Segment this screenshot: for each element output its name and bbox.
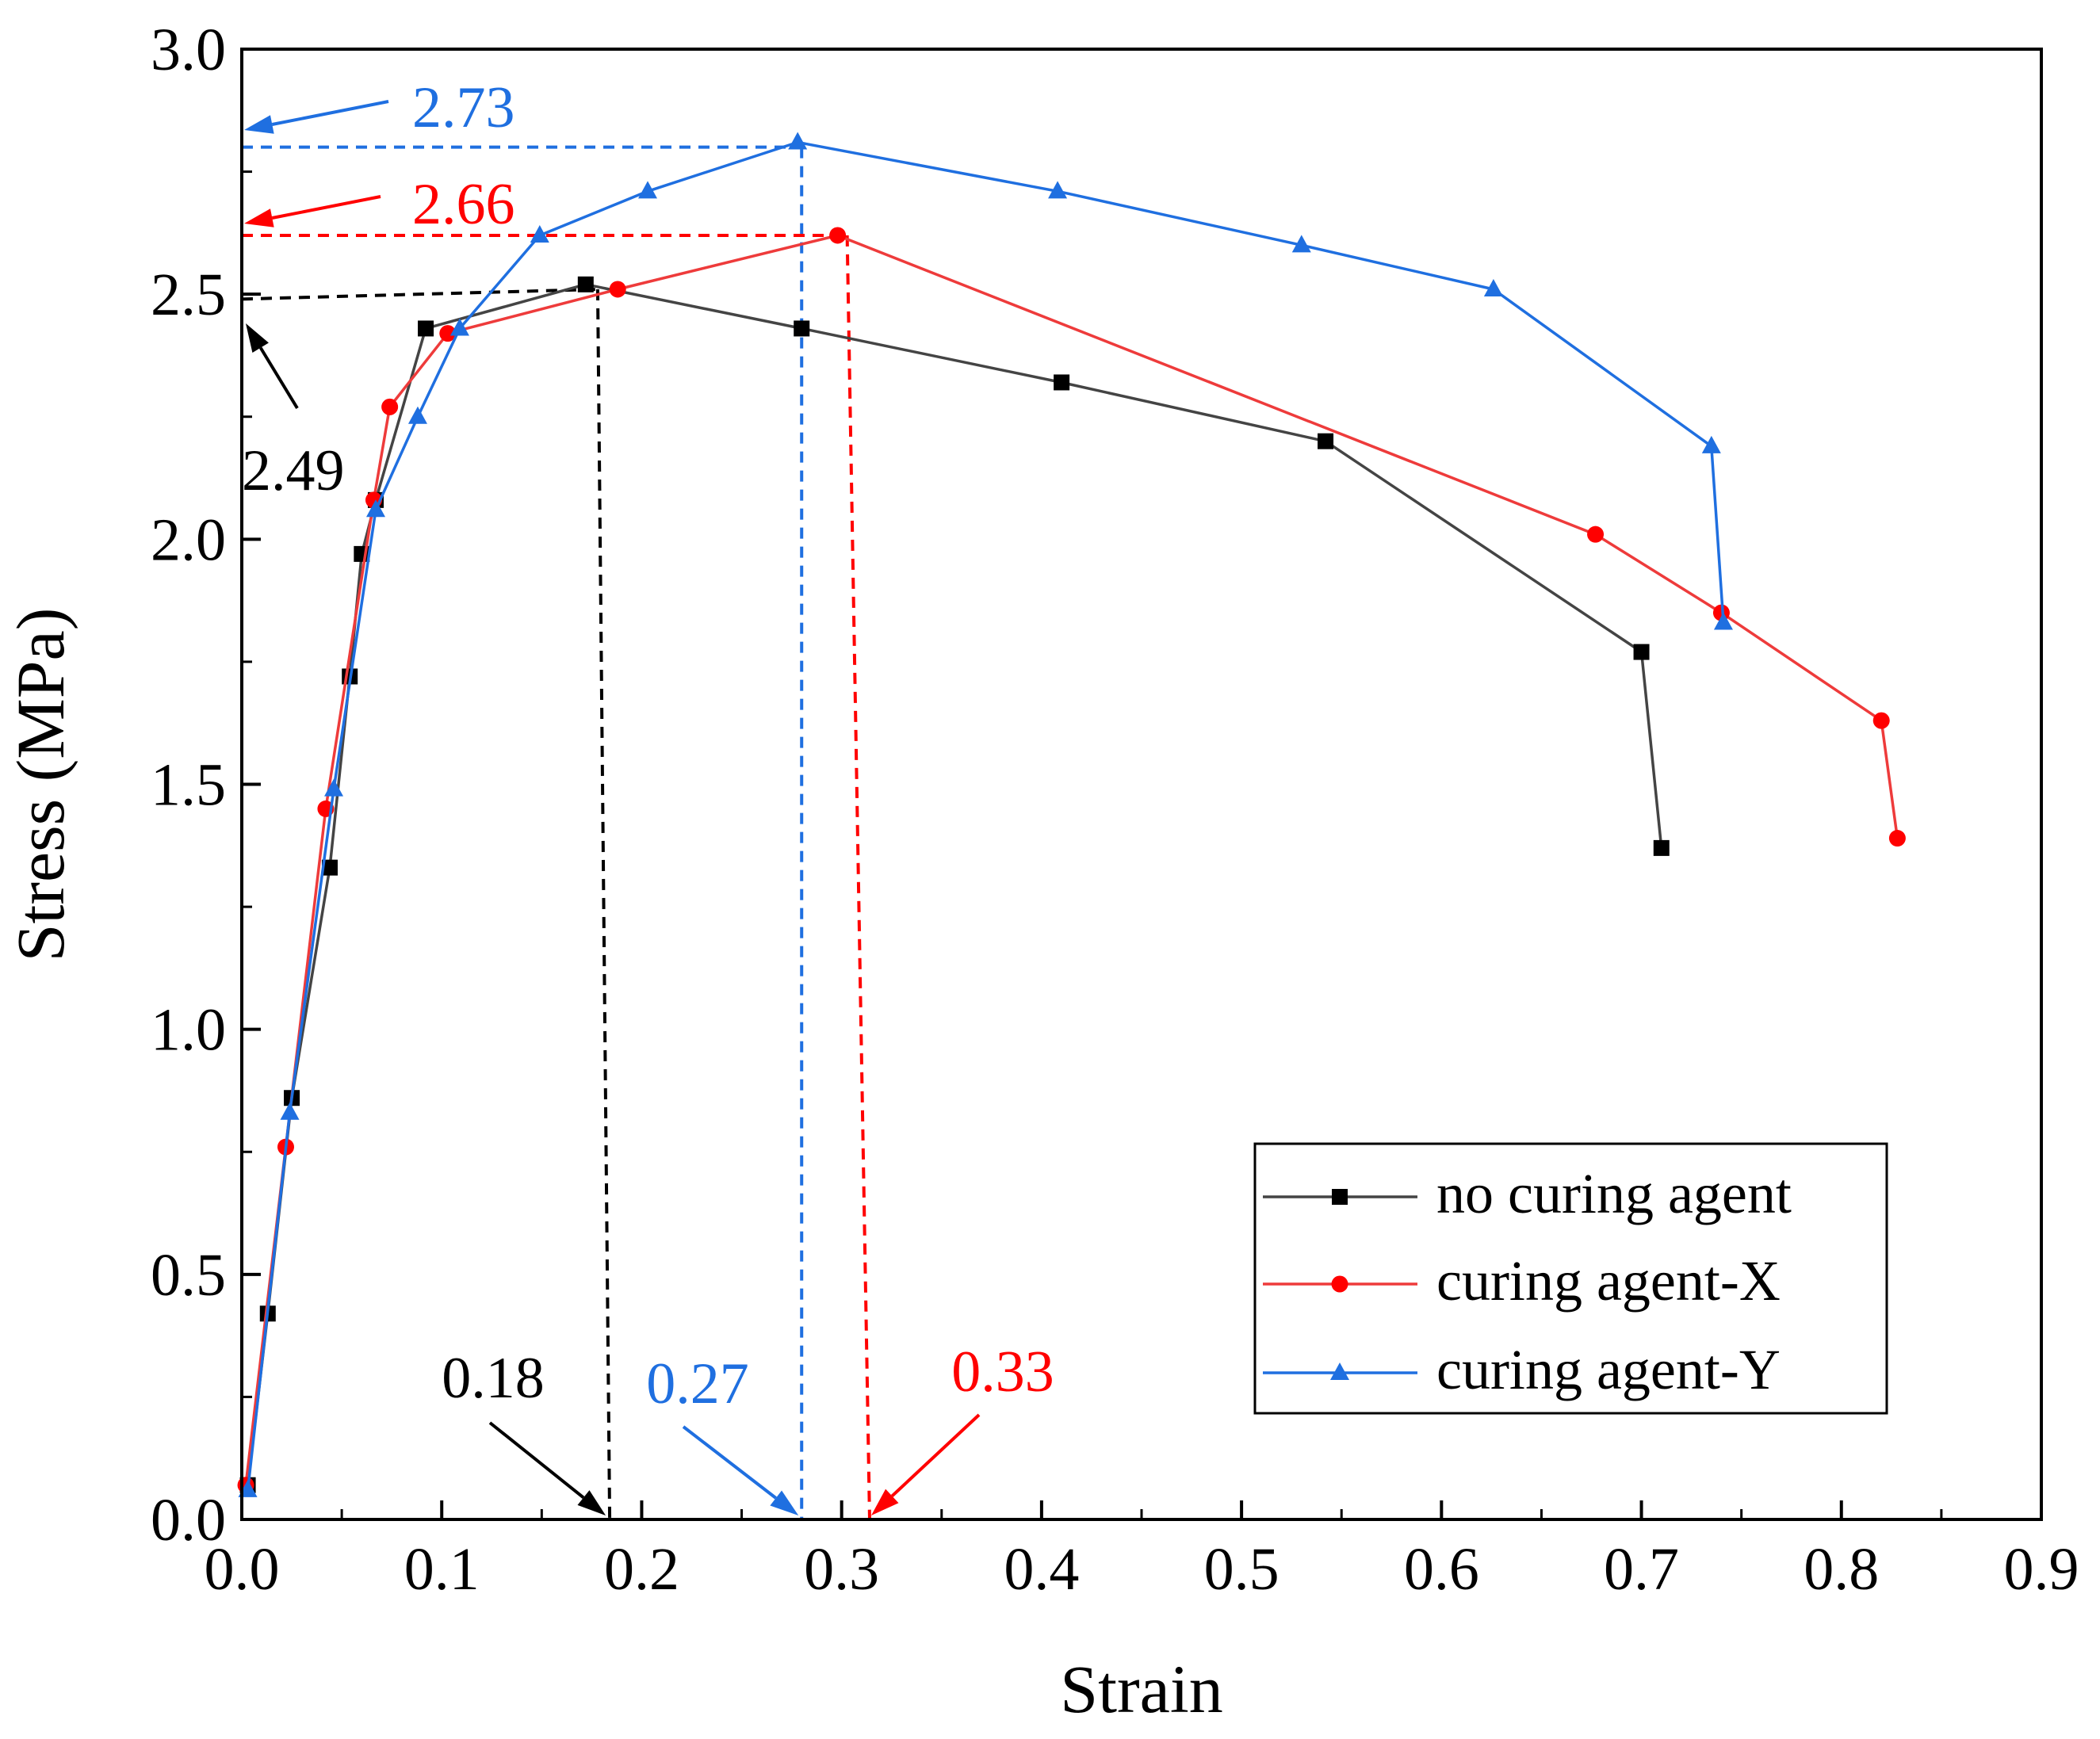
data-point <box>407 406 427 424</box>
data-point <box>1483 278 1503 296</box>
arrow-strain-x <box>870 1413 981 1515</box>
data-point <box>1633 644 1650 660</box>
annotation-arrows <box>244 100 981 1515</box>
data-point <box>829 227 847 244</box>
arrow-strain-y-head <box>770 1490 799 1515</box>
x-tick-label: 0.4 <box>1004 1536 1079 1603</box>
arrow-strain-none-head <box>577 1490 606 1515</box>
legend-swatch-marker <box>1330 1363 1349 1380</box>
arrow-peak-y <box>244 100 389 134</box>
arrow-peak-none <box>246 323 299 410</box>
arrow-strain-none <box>488 1421 606 1515</box>
y-tick-label: 2.0 <box>151 506 226 573</box>
y-tick-label: 1.5 <box>151 752 226 819</box>
y-tick-label: 0.0 <box>151 1487 226 1554</box>
data-point <box>280 1102 300 1120</box>
annotation-guides <box>241 145 871 1520</box>
data-point <box>324 778 344 797</box>
series-2 <box>238 132 1733 1497</box>
data-point <box>1701 435 1721 453</box>
x-tick-label: 0.8 <box>1804 1536 1879 1603</box>
arrow-peak-x <box>244 195 381 227</box>
guide-peak-none-vertical <box>595 289 612 1520</box>
legend-swatches <box>1263 1189 1417 1380</box>
strain-label-x: 0.33 <box>951 1340 1054 1405</box>
data-point <box>418 320 434 337</box>
data-point <box>365 499 385 518</box>
data-point <box>609 281 626 298</box>
series-line <box>244 234 1899 1485</box>
arrow-strain-y-shaft <box>682 1425 777 1500</box>
x-tick-label: 0.0 <box>205 1536 280 1603</box>
guide-peak-x-vertical <box>845 235 871 1520</box>
x-tick-label: 0.9 <box>2004 1536 2079 1603</box>
data-point <box>577 276 594 292</box>
arrow-peak-x-shaft <box>271 195 381 220</box>
data-point <box>788 132 808 150</box>
legend-swatch-marker <box>1331 1275 1348 1293</box>
legend: no curing agent curing agent-X curing ag… <box>1253 1142 1888 1415</box>
x-axis-title: Strain <box>1060 1651 1222 1727</box>
data-point <box>638 181 658 199</box>
x-tick-label: 0.1 <box>404 1536 480 1603</box>
peak-label-x: 2.66 <box>412 172 515 237</box>
legend-label-curing-agent-y: curing agent-Y <box>1436 1338 1781 1401</box>
data-point <box>321 859 338 876</box>
data-point <box>449 318 469 336</box>
arrow-peak-y-shaft <box>271 100 389 126</box>
data-point <box>1888 830 1906 847</box>
guide-peak-none-horizontal <box>241 287 599 301</box>
legend-swatch-marker <box>1332 1189 1348 1205</box>
legend-label-curing-agent-x: curing agent-X <box>1436 1249 1781 1313</box>
data-point <box>1318 433 1334 449</box>
x-tick-label: 0.2 <box>604 1536 679 1603</box>
data-point <box>381 398 399 415</box>
peak-label-y: 2.73 <box>412 75 515 140</box>
arrow-strain-x-head <box>870 1489 899 1515</box>
data-point <box>1587 526 1605 543</box>
arrow-peak-none-shaft <box>258 346 299 410</box>
data-point <box>794 320 810 337</box>
legend-box <box>1253 1142 1888 1415</box>
y-tick-label: 2.5 <box>151 262 226 328</box>
data-point <box>1054 374 1070 391</box>
strain-label-y: 0.27 <box>646 1351 749 1416</box>
axis-ticks <box>240 48 2043 1521</box>
arrow-strain-none-shaft <box>488 1421 585 1500</box>
data-point <box>1713 612 1733 630</box>
y-tick-label: 0.5 <box>151 1242 226 1309</box>
axis-tick-labels: 0.0 0.1 0.2 0.3 0.4 0.5 0.6 0.7 0.8 0.9 0.0 0.5 1.0 1… <box>151 17 2079 1603</box>
data-point <box>1872 712 1890 729</box>
peak-label-none: 2.49 <box>242 438 345 503</box>
x-tick-label: 0.7 <box>1604 1536 1679 1603</box>
data-point <box>1653 839 1670 856</box>
data-point <box>1291 235 1311 253</box>
series-line <box>246 140 1725 1491</box>
arrow-peak-y-head <box>244 115 274 134</box>
series-layer <box>237 132 1906 1497</box>
x-tick-label: 0.6 <box>1404 1536 1479 1603</box>
legend-label-no-curing-agent: no curing agent <box>1436 1162 1792 1225</box>
x-tick-label: 0.3 <box>804 1536 879 1603</box>
arrow-peak-none-head <box>246 323 269 353</box>
x-tick-label: 0.5 <box>1204 1536 1280 1603</box>
strain-label-none: 0.18 <box>442 1346 545 1411</box>
y-axis-title: Stress (MPa) <box>2 608 78 962</box>
y-tick-label: 3.0 <box>151 17 226 83</box>
data-point <box>530 224 549 243</box>
arrow-peak-x-head <box>244 208 274 227</box>
arrow-strain-y <box>682 1425 799 1515</box>
y-tick-label: 1.0 <box>151 997 226 1064</box>
data-point <box>1048 181 1068 199</box>
data-point <box>439 325 457 342</box>
arrow-strain-x-shaft <box>890 1413 981 1497</box>
